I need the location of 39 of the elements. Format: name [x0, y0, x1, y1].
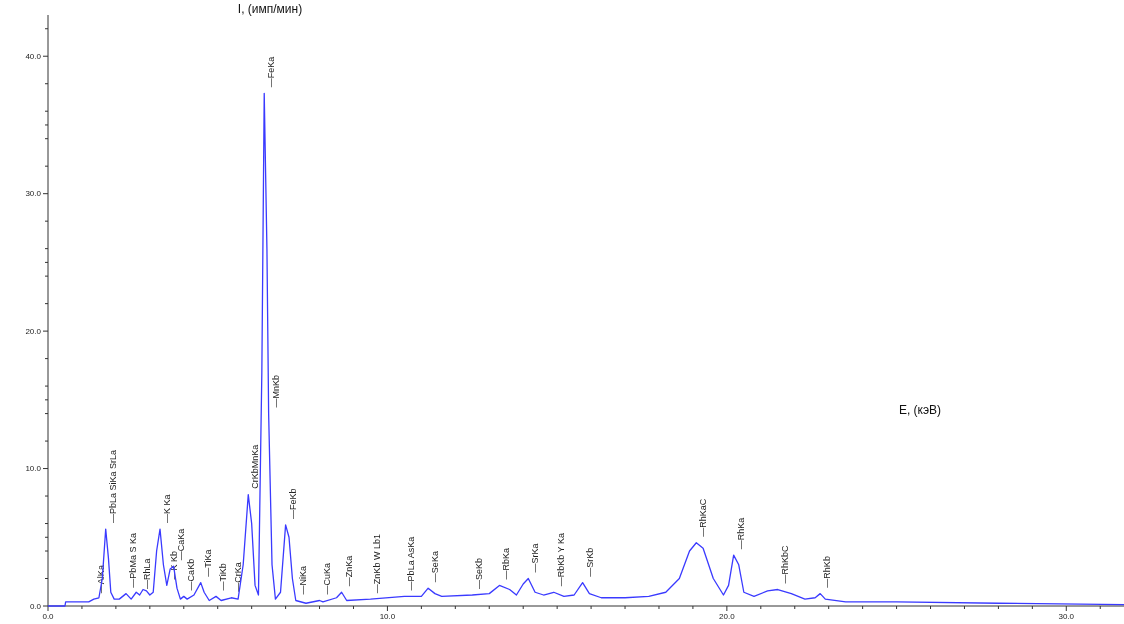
y-tick-label: 0.0 [29, 601, 42, 611]
annotation: —ZnKa [343, 555, 354, 587]
annotation: —RbKb Y Ka [555, 533, 566, 587]
annotation: —RhKaC [698, 498, 709, 537]
annotation: —FeKb [287, 488, 298, 519]
y-axis-title: I, (имп/мин) [237, 2, 303, 16]
annotation: —RhKa [735, 517, 746, 550]
annotation: —CaKb [185, 558, 196, 591]
x-axis-title: E, (кэВ) [898, 403, 942, 417]
x-tick-label: 20.0 [719, 612, 736, 621]
annotation: —TiKb [218, 563, 229, 591]
y-tick-label: 40.0 [25, 52, 42, 62]
annotation: —PbLa AsKa [406, 536, 417, 591]
annotation: —K Ka [162, 494, 173, 524]
annotation: —SeKb [474, 557, 485, 589]
annotation: —MnKb [270, 375, 281, 408]
annotation: —NiKa [297, 565, 308, 595]
y-tick-label: 20.0 [25, 326, 42, 336]
y-tick-label: 30.0 [25, 189, 42, 199]
annotation: —CuKa [321, 562, 332, 595]
annotation: CrKbMnKa [250, 444, 261, 489]
annotation: —RbKa [501, 547, 512, 580]
annotation: —SrKb [584, 547, 595, 577]
annotation: —PbMa S Ka [128, 533, 139, 588]
annotation: —RhLa [141, 558, 152, 589]
annotation: —SeKa [430, 551, 441, 583]
annotation: —ZnKb W Lb1 [372, 534, 383, 594]
annotation: —AlKa [95, 565, 106, 594]
y-tick-label: 10.0 [25, 464, 42, 474]
annotation: —CrKa [233, 562, 244, 592]
annotation: —TiKa [202, 549, 213, 577]
x-tick-label: 0.0 [42, 612, 55, 621]
x-tick-label: 10.0 [379, 612, 396, 621]
annotation: —RhKb [822, 556, 833, 588]
x-tick-label: 30.0 [1058, 612, 1075, 621]
annotation: —FeKa [266, 56, 277, 88]
annotation: —PbLa SiKa SrLa [107, 449, 118, 524]
annotation: —SrKa [530, 543, 541, 573]
annotation: —RhKbC [779, 544, 790, 584]
